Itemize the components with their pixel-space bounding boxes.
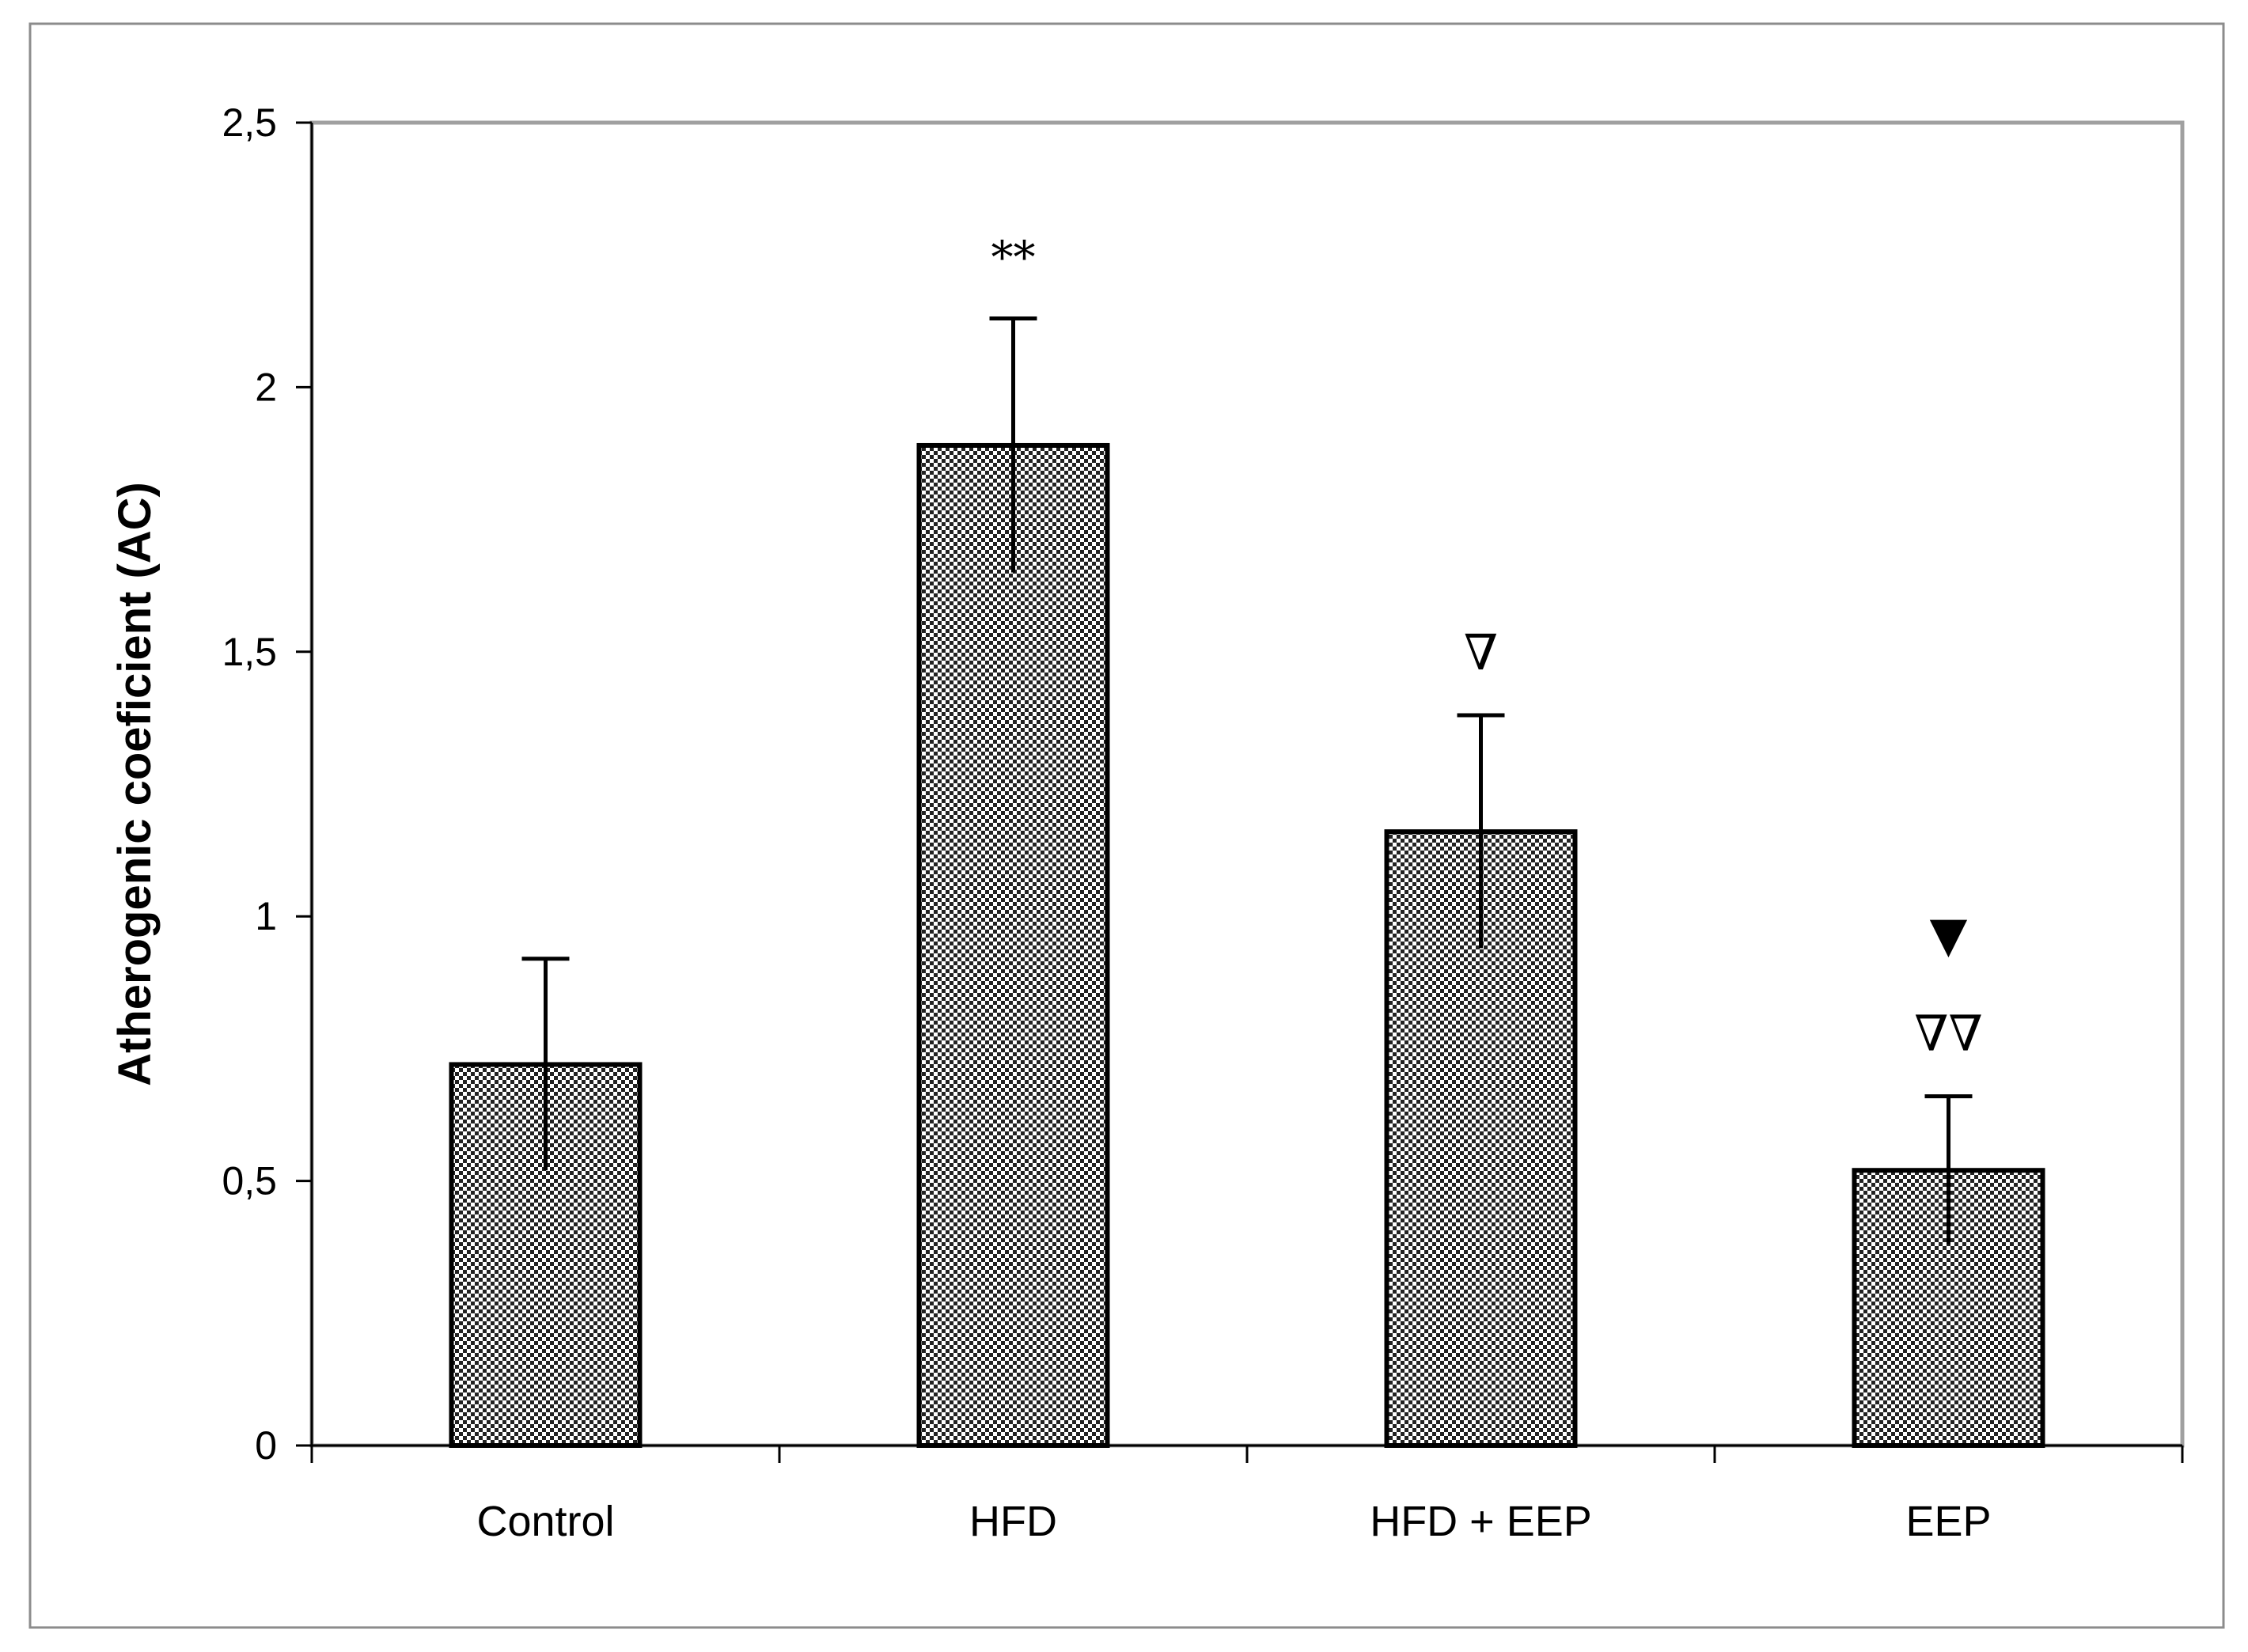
x-axis: Control HFD HFD + EEP EEP	[310, 1444, 2184, 1545]
y-tick-label: 0	[255, 1423, 277, 1468]
significance-mark: **	[991, 232, 1036, 283]
significance-mark: ∇∇	[1914, 1005, 1983, 1063]
y-axis: 0 0,5 1 1,5 2 2,5	[222, 100, 313, 1468]
x-category-label: HFD + EEP	[1370, 1498, 1592, 1545]
y-tick-label: 1	[255, 894, 277, 938]
significance-annotations: **∇∇∇▼	[991, 232, 1983, 1062]
bar	[916, 442, 1110, 1448]
bars	[449, 442, 2045, 1448]
y-axis-title: Atherogenic coeficient (AC)	[109, 482, 161, 1086]
y-tick-label: 1,5	[222, 630, 277, 674]
significance-mark: ▼	[1930, 906, 1968, 964]
y-tick-label: 2,5	[222, 100, 277, 145]
outer-border	[28, 22, 2225, 1629]
significance-mark: ∇	[1464, 623, 1498, 681]
y-tick-label: 2	[255, 365, 277, 409]
error-bars	[521, 316, 1973, 1245]
x-category-label: HFD	[969, 1498, 1057, 1545]
x-category-label: Control	[476, 1498, 614, 1545]
x-category-label: EEP	[1905, 1498, 1991, 1545]
y-tick-label: 0,5	[222, 1159, 277, 1203]
